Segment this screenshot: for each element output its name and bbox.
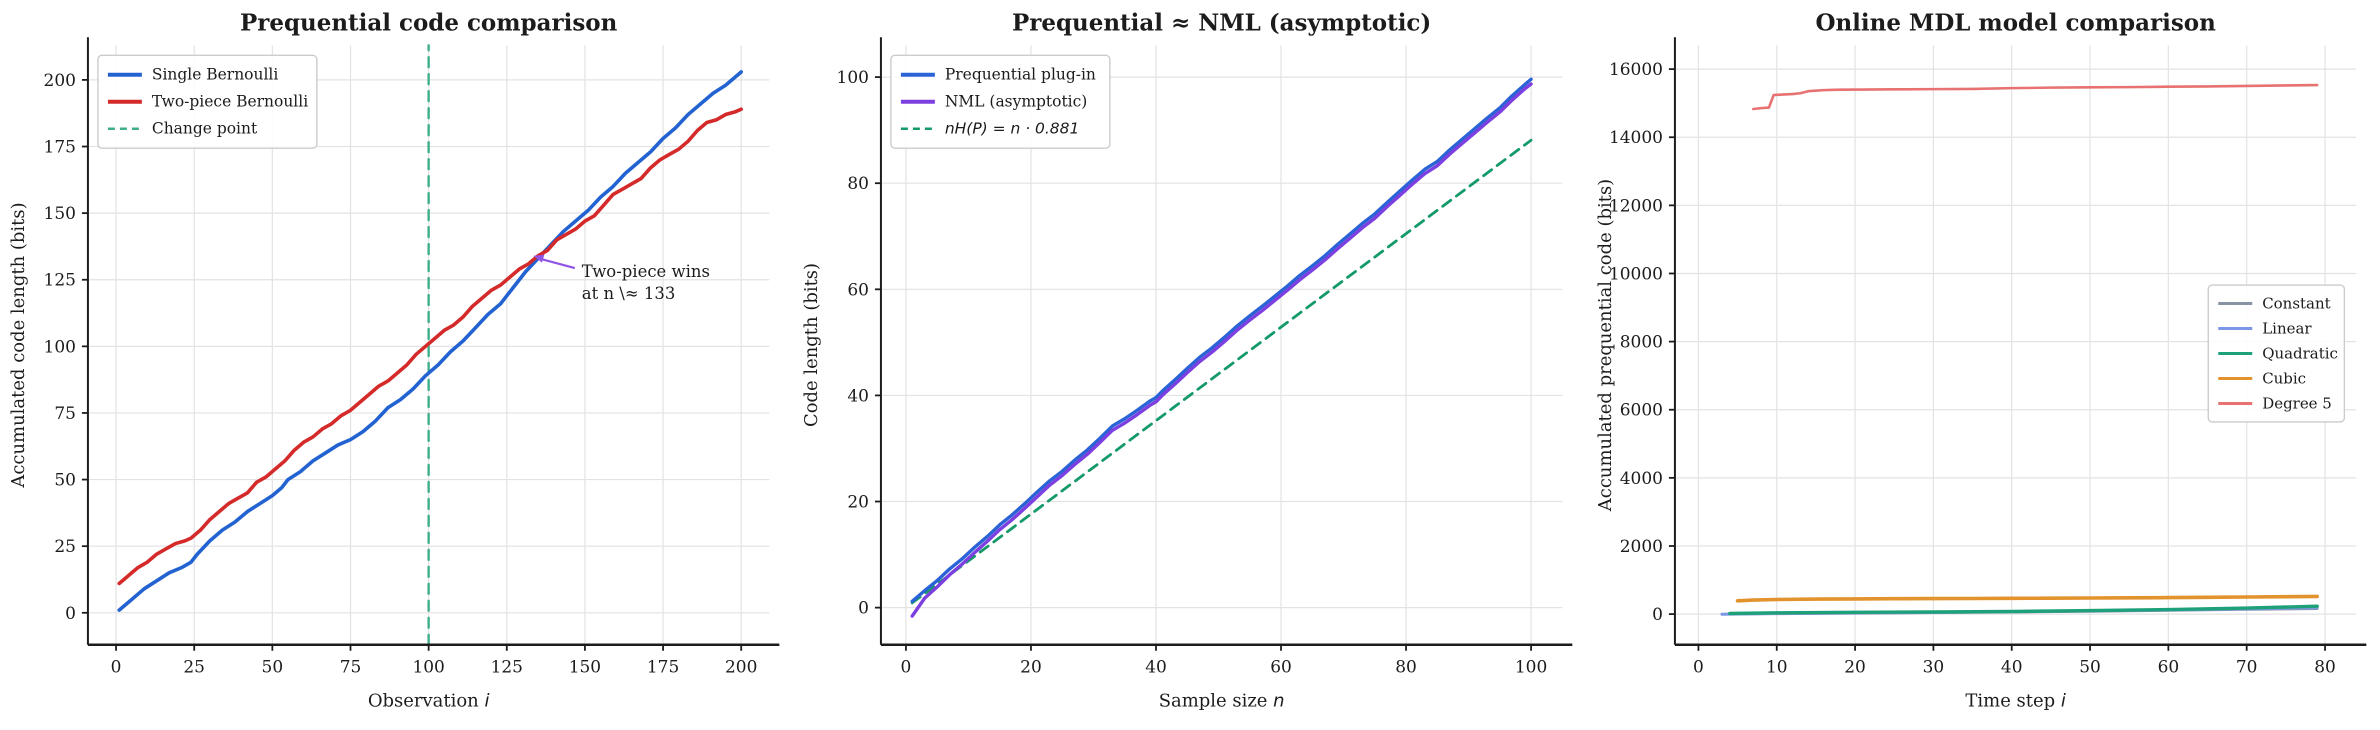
chart-online-mdl: 0 10 20 30 40 50 60 70 80 0 2000 4000 6000 8000 10000 1… xyxy=(1587,0,2380,730)
chart-online-mdl-svg: 0 10 20 30 40 50 60 70 80 0 2000 4000 6000 8000 10000 1… xyxy=(1595,9,2366,712)
x-tick-label: 175 xyxy=(647,658,679,678)
legend-label: Linear xyxy=(2262,320,2312,338)
x-tick-label: 50 xyxy=(2079,658,2101,678)
x-tick-label: 60 xyxy=(2157,658,2179,678)
series-line-nml-asymptotic- xyxy=(910,82,1534,618)
legend-label: Change point xyxy=(152,120,258,138)
legend-label: Quadratic xyxy=(2262,345,2338,363)
series-line-two-piece-bernoulli xyxy=(117,107,743,586)
chart-prequential-comparison: 0 25 50 75 100 125 150 175 200 0 25 50 75 100 125 150 17… xyxy=(0,0,793,730)
y-tick-label: 60 xyxy=(848,280,870,300)
legend-box xyxy=(890,54,1111,149)
y-tick-label: 8000 xyxy=(1619,333,1662,353)
series-line-cubic xyxy=(1735,594,2319,603)
y-tick-label: 125 xyxy=(44,271,76,291)
legend-label: Two-piece Bernoulli xyxy=(152,93,308,111)
legend-label: Prequential plug-in xyxy=(945,66,1096,84)
x-tick-label: 25 xyxy=(183,658,205,678)
annotation-arrow-head xyxy=(533,254,545,263)
y-tick-label: 2000 xyxy=(1619,537,1662,557)
x-tick-label: 100 xyxy=(1515,658,1547,678)
y-tick-label: 6000 xyxy=(1619,401,1662,421)
chart-prequential-nml: 0 20 40 60 80 100 0 20 40 60 80 100 Sample size n Cod… xyxy=(793,0,1586,730)
x-tick-label: 30 xyxy=(1922,658,1944,678)
annotation-text: at n \≈ 133 xyxy=(582,284,676,303)
x-tick-label: 70 xyxy=(2236,658,2258,678)
annotation-text: Two-piece wins xyxy=(582,262,710,281)
legend-label: NML (asymptotic) xyxy=(945,93,1087,111)
y-tick-label: 80 xyxy=(848,174,870,194)
legend-label: Single Bernoulli xyxy=(152,66,278,84)
x-tick-label: 0 xyxy=(1693,658,1704,678)
x-tick-label: 80 xyxy=(1396,658,1418,678)
x-tick-label: 60 xyxy=(1271,658,1293,678)
y-tick-label: 75 xyxy=(54,404,76,424)
x-tick-label: 125 xyxy=(491,658,523,678)
legend-box xyxy=(2207,284,2345,423)
x-axis-label: Time step i xyxy=(1965,691,2065,712)
legend-label: Degree 5 xyxy=(2262,394,2332,412)
x-tick-label: 75 xyxy=(340,658,362,678)
y-tick-label: 100 xyxy=(44,337,76,357)
x-tick-label: 0 xyxy=(901,658,912,678)
y-tick-label: 16000 xyxy=(1609,60,1663,80)
y-tick-label: 25 xyxy=(54,537,76,557)
legend-label: Cubic xyxy=(2262,369,2306,387)
x-tick-label: 80 xyxy=(2314,658,2336,678)
x-tick-label: 20 xyxy=(1844,658,1866,678)
y-tick-label: 12000 xyxy=(1609,196,1663,216)
chart-prequential-nml-svg: 0 20 40 60 80 100 0 20 40 60 80 100 Sample size n Cod… xyxy=(801,9,1573,712)
series-line-single-bernoulli xyxy=(117,70,743,612)
y-axis-label: Accumulated prequential code (bits) xyxy=(1595,179,1616,512)
y-tick-label: 4000 xyxy=(1619,469,1662,489)
x-tick-label: 0 xyxy=(111,658,122,678)
series-line-degree-5 xyxy=(1751,83,2319,111)
chart-prequential-comparison-svg: 0 25 50 75 100 125 150 175 200 0 25 50 75 100 125 150 17… xyxy=(8,9,780,712)
y-axis-label: Accumulated code length (bits) xyxy=(8,202,29,488)
chart-title: Online MDL model comparison xyxy=(1815,9,2216,36)
series-line-prequential-plug-in xyxy=(910,77,1534,603)
y-tick-label: 10000 xyxy=(1609,264,1663,284)
y-tick-label: 0 xyxy=(1652,605,1663,625)
legend-box xyxy=(97,54,318,149)
chart-title: Prequential ≈ NML (asymptotic) xyxy=(1012,9,1431,36)
legend-label: nH(P) = n · 0.881 xyxy=(945,120,1079,138)
x-tick-label: 40 xyxy=(2001,658,2023,678)
series-line-quadratic xyxy=(1727,604,2319,616)
x-tick-label: 20 xyxy=(1020,658,1042,678)
x-tick-label: 200 xyxy=(725,658,757,678)
x-tick-label: 40 xyxy=(1146,658,1168,678)
annotation-arrow-line xyxy=(538,257,576,270)
y-tick-label: 14000 xyxy=(1609,128,1663,148)
x-axis-label: Sample size n xyxy=(1159,691,1285,712)
y-tick-label: 0 xyxy=(858,599,869,619)
y-tick-label: 200 xyxy=(44,71,76,91)
y-tick-label: 20 xyxy=(848,493,870,513)
y-tick-label: 50 xyxy=(54,471,76,491)
y-tick-label: 0 xyxy=(65,604,76,624)
x-tick-label: 50 xyxy=(262,658,284,678)
y-tick-label: 175 xyxy=(44,138,76,158)
x-tick-label: 150 xyxy=(569,658,601,678)
y-tick-label: 150 xyxy=(44,204,76,224)
y-tick-label: 100 xyxy=(837,68,869,88)
chart-title: Prequential code comparison xyxy=(240,9,618,36)
x-tick-label: 10 xyxy=(1766,658,1788,678)
x-axis-label: Observation i xyxy=(368,691,490,712)
y-axis-label: Code length (bits) xyxy=(801,263,822,427)
legend-label: Constant xyxy=(2262,295,2330,313)
series-line-nh-p-n-0-881 xyxy=(911,138,1533,605)
x-tick-label: 100 xyxy=(412,658,444,678)
y-tick-label: 40 xyxy=(848,386,870,406)
